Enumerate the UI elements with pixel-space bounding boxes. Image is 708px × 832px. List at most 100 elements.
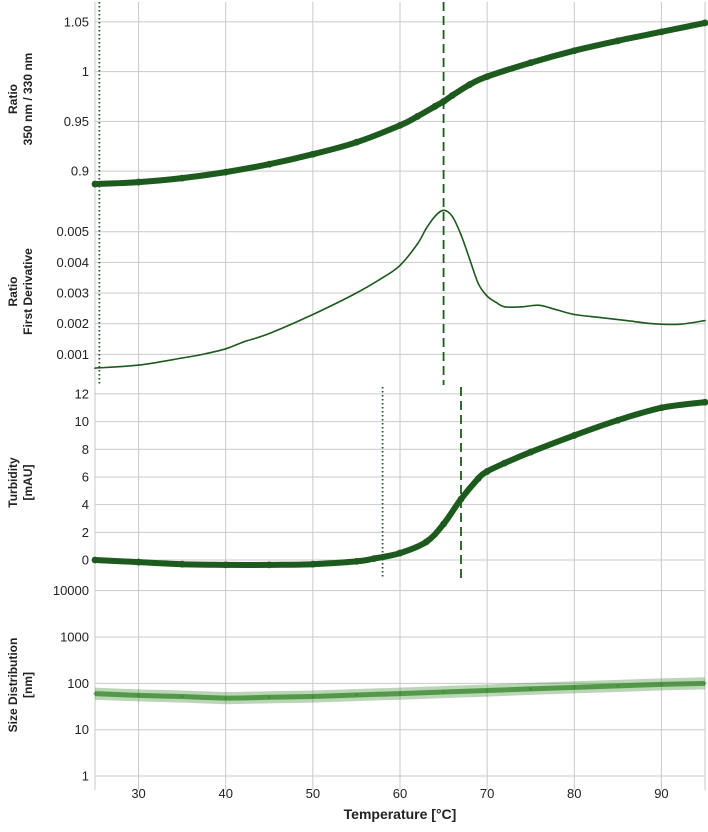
y-tick-label: 0.002 bbox=[56, 316, 89, 331]
data-point bbox=[91, 180, 99, 188]
data-point bbox=[422, 538, 430, 546]
data-point bbox=[414, 113, 421, 120]
x-tick-label: 40 bbox=[218, 786, 232, 801]
y-tick-label: 10 bbox=[75, 722, 89, 737]
data-point bbox=[572, 685, 576, 689]
y-tick-label: 1 bbox=[82, 769, 89, 784]
data-point bbox=[442, 690, 446, 694]
data-point bbox=[486, 295, 488, 297]
data-point bbox=[309, 560, 317, 568]
data-point bbox=[94, 367, 96, 369]
y-tick-label: 12 bbox=[75, 386, 89, 401]
data-point bbox=[616, 684, 620, 688]
data-point bbox=[651, 322, 654, 325]
y-tick-label: 0.9 bbox=[71, 164, 89, 179]
y-tick-label: 0.004 bbox=[56, 255, 89, 270]
x-axis-title: Temperature [°C] bbox=[344, 806, 457, 822]
y-axis-title-line: First Derivative bbox=[21, 248, 35, 335]
data-point bbox=[178, 174, 186, 182]
data-point bbox=[224, 348, 227, 350]
y-tick-label: 0.95 bbox=[64, 114, 89, 129]
y-axis-title-line: [mAU] bbox=[21, 465, 35, 501]
data-point bbox=[137, 364, 140, 366]
y-tick-label: 4 bbox=[82, 497, 89, 512]
data-point bbox=[91, 556, 99, 564]
data-point bbox=[477, 283, 480, 285]
data-point bbox=[355, 292, 358, 294]
x-tick-label: 70 bbox=[480, 786, 494, 801]
data-point bbox=[137, 693, 141, 697]
data-point bbox=[468, 258, 471, 261]
data-point bbox=[396, 549, 404, 557]
data-point bbox=[416, 243, 419, 245]
data-point bbox=[265, 561, 273, 569]
data-point bbox=[704, 319, 706, 322]
y-axis-title: Ratio350 nm / 330 nm bbox=[6, 53, 35, 146]
marker-layer bbox=[98, 2, 462, 578]
data-point bbox=[483, 73, 491, 81]
data-point bbox=[659, 682, 663, 686]
data-point bbox=[353, 138, 360, 146]
data-point bbox=[178, 560, 186, 568]
y-tick-label: 8 bbox=[82, 442, 89, 457]
data-point bbox=[503, 306, 506, 308]
y-tick-label: 100 bbox=[67, 676, 89, 691]
data-point bbox=[501, 459, 508, 467]
data-point bbox=[495, 301, 497, 304]
data-point bbox=[311, 695, 315, 699]
y-axis-title-line: Size Distribution bbox=[6, 638, 20, 733]
data-point bbox=[451, 215, 454, 218]
series-line bbox=[92, 399, 708, 568]
data-point bbox=[434, 215, 436, 218]
data-point bbox=[180, 695, 184, 699]
data-point bbox=[599, 316, 602, 319]
data-point bbox=[701, 398, 708, 406]
data-point bbox=[527, 59, 535, 67]
y-axis-title: Size Distribution[nm] bbox=[6, 638, 35, 733]
y-tick-label: 1 bbox=[82, 64, 89, 79]
data-point bbox=[658, 404, 665, 412]
y-axis-title-line: [nm] bbox=[21, 672, 35, 698]
data-point bbox=[442, 209, 445, 212]
data-point bbox=[268, 332, 271, 335]
y-axis-title: RatioFirst Derivative bbox=[6, 248, 35, 335]
data-point bbox=[614, 37, 622, 45]
data-point bbox=[678, 323, 680, 326]
y-tick-label: 0.001 bbox=[56, 347, 89, 362]
data-point bbox=[425, 227, 427, 230]
data-point bbox=[198, 354, 201, 356]
y-tick-label: 0.003 bbox=[56, 286, 89, 301]
data-point bbox=[370, 555, 378, 563]
data-point bbox=[614, 416, 622, 424]
data-point bbox=[381, 276, 384, 279]
data-point bbox=[181, 357, 183, 359]
data-point bbox=[457, 495, 465, 503]
x-tick-label: 80 bbox=[567, 786, 581, 801]
y-tick-label: 0.005 bbox=[56, 224, 89, 239]
y-tick-label: 2 bbox=[82, 525, 89, 540]
y-axis-title: Turbidity[mAU] bbox=[6, 457, 35, 508]
data-point bbox=[399, 264, 401, 267]
y-tick-label: 10000 bbox=[53, 583, 89, 598]
data-point bbox=[93, 692, 97, 696]
y-axis-title-line: 350 nm / 330 nm bbox=[21, 53, 35, 146]
data-point bbox=[396, 121, 404, 129]
data-point bbox=[483, 468, 491, 475]
data-point bbox=[224, 696, 228, 700]
data-point bbox=[265, 160, 273, 168]
data-point bbox=[527, 448, 535, 456]
data-point bbox=[267, 695, 271, 699]
data-point bbox=[440, 98, 447, 105]
data-point bbox=[625, 319, 628, 322]
data-point bbox=[570, 432, 578, 439]
data-point bbox=[135, 178, 142, 186]
grid-layer bbox=[94, 2, 706, 790]
data-point bbox=[440, 520, 447, 528]
data-point bbox=[431, 103, 439, 110]
x-tick-label: 50 bbox=[306, 786, 320, 801]
y-axis-title-line: Ratio bbox=[6, 277, 20, 307]
data-point bbox=[354, 693, 358, 697]
